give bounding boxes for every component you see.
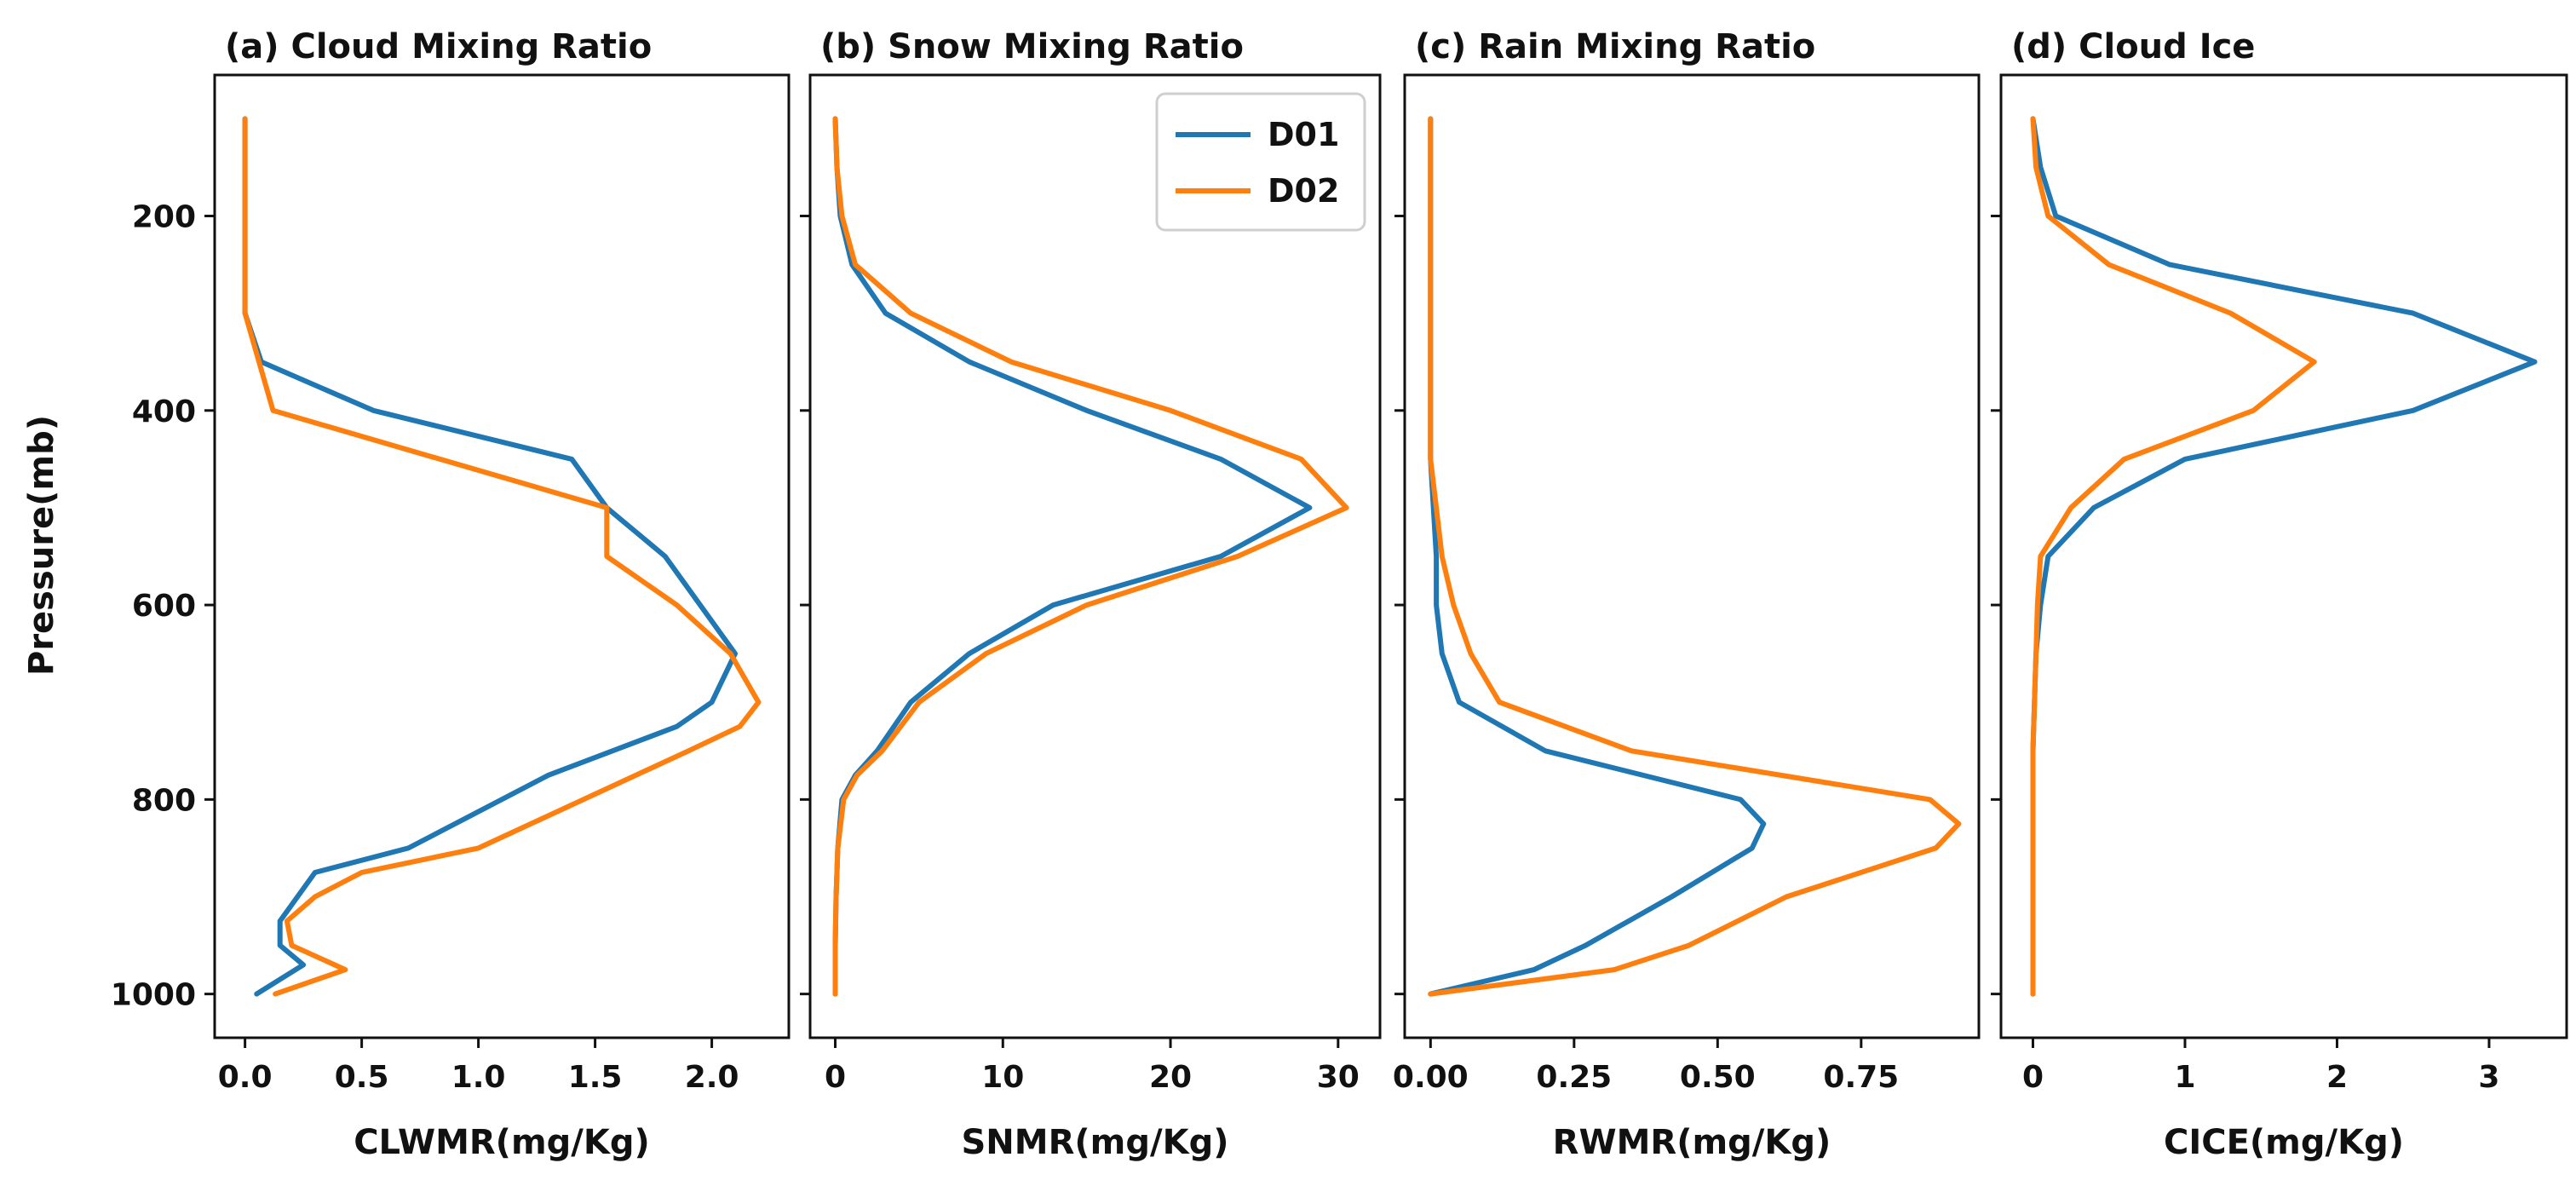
- legend-label-d01: D01: [1268, 116, 1339, 153]
- series-line-d01: [1428, 116, 1767, 997]
- series-line-d02: [832, 116, 1349, 997]
- legend: D01 D02: [1155, 92, 1366, 232]
- x-axis-label: RWMR(mg/Kg): [1553, 1123, 1831, 1162]
- x-tick-label: 0.50: [1680, 1060, 1756, 1095]
- x-tick-label: 10: [981, 1060, 1024, 1095]
- plot-frame: [808, 73, 1382, 1039]
- x-tick-label: 2.0: [685, 1060, 739, 1095]
- panel-4: (d) Cloud Ice 0 1 2 3 CICE(mg/Kg): [1991, 27, 2568, 1162]
- panel-title: (c) Rain Mixing Ratio: [1415, 27, 1815, 66]
- x-axis-label: SNMR(mg/Kg): [961, 1123, 1228, 1162]
- series-line-d02: [242, 116, 762, 997]
- panel-title: (a) Cloud Mixing Ratio: [225, 27, 652, 66]
- x-tick-label: 1.0: [451, 1060, 506, 1095]
- panel-1: (a) Cloud Mixing Ratio 0.0 0.5 1.0 1.5 2.0 200…: [111, 27, 791, 1162]
- x-tick-label: 0.5: [335, 1060, 389, 1095]
- y-axis-label: Pressure(mb): [22, 415, 61, 676]
- panel-title: (b) Snow Mixing Ratio: [820, 27, 1244, 66]
- x-tick-label: 0.00: [1393, 1060, 1469, 1095]
- x-axis-label: CICE(mg/Kg): [2164, 1123, 2404, 1162]
- x-tick-label: 0: [2022, 1060, 2044, 1095]
- series-line-d02: [2030, 116, 2317, 997]
- y-tick-label: 800: [132, 783, 196, 818]
- legend-label-d02: D02: [1268, 172, 1339, 210]
- x-tick-label: 0.75: [1823, 1060, 1899, 1095]
- y-tick-label: 200: [132, 200, 196, 235]
- panel-2: (b) Snow Mixing Ratio 0 10 20 30 SNMR(mg/Kg) D…: [800, 27, 1382, 1162]
- series-line-d01: [2030, 116, 2538, 997]
- y-tick-label: 600: [132, 589, 196, 624]
- y-tick-label: 1000: [111, 978, 196, 1013]
- x-tick-label: 2: [2326, 1060, 2348, 1095]
- plot-frame: [213, 73, 791, 1039]
- legend-box: [1155, 92, 1366, 232]
- plot-frame: [1999, 73, 2568, 1039]
- x-tick-label: 0: [825, 1060, 846, 1095]
- panel-3: (c) Rain Mixing Ratio 0.00 0.25 0.50 0.75 RWM…: [1393, 27, 1981, 1162]
- x-tick-label: 0.0: [218, 1060, 273, 1095]
- series-line-d01: [242, 116, 738, 997]
- x-tick-label: 1: [2174, 1060, 2195, 1095]
- x-tick-label: 1.5: [568, 1060, 623, 1095]
- y-tick-label: 400: [132, 394, 196, 429]
- panel-title: (d) Cloud Ice: [2011, 27, 2255, 66]
- x-tick-label: 0.25: [1536, 1060, 1612, 1095]
- series-line-d02: [1428, 116, 1962, 997]
- x-tick-label: 30: [1317, 1060, 1360, 1095]
- x-axis-label: CLWMR(mg/Kg): [354, 1123, 650, 1162]
- x-tick-label: 20: [1149, 1060, 1192, 1095]
- plot-frame: [1403, 73, 1981, 1039]
- x-tick-label: 3: [2478, 1060, 2499, 1095]
